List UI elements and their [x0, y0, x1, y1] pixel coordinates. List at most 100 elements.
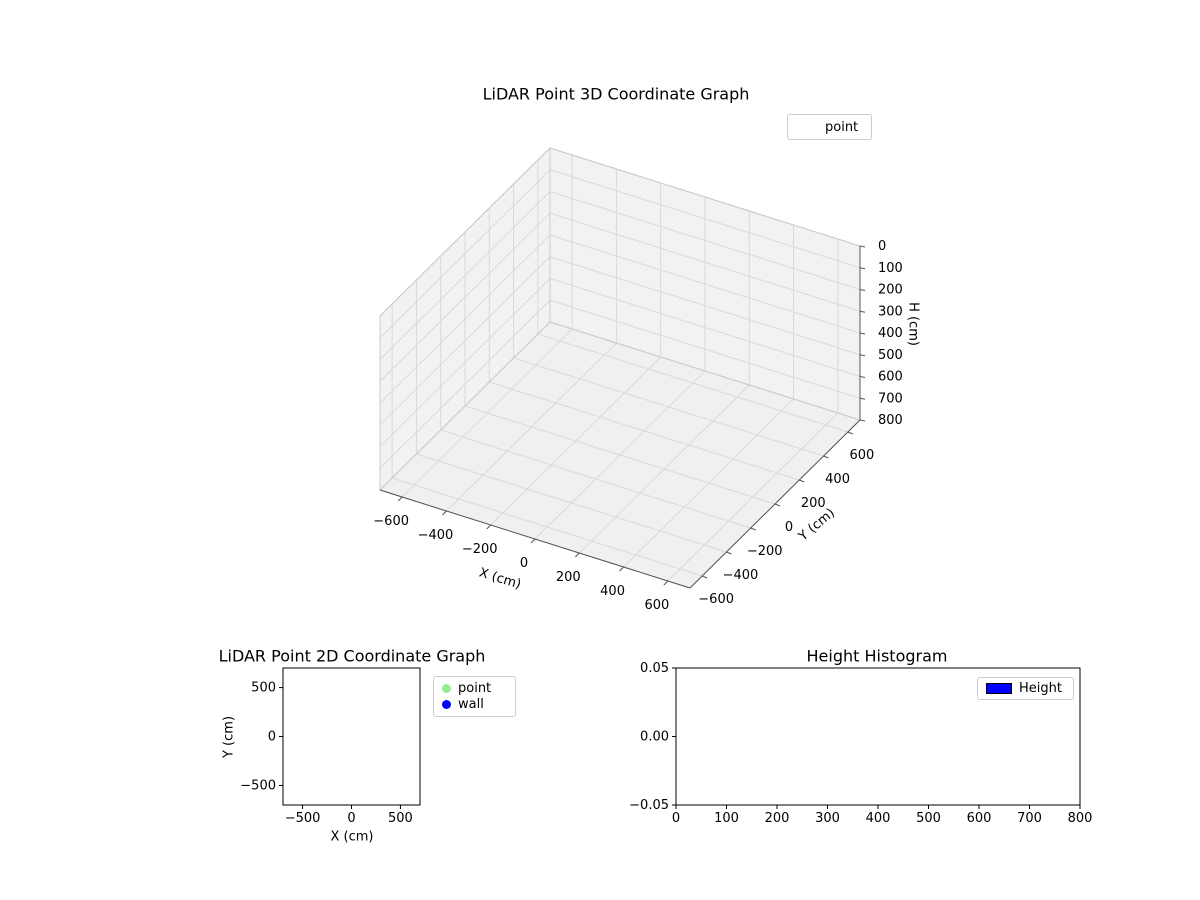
tick-y — [750, 527, 756, 531]
tick-label-z: 500 — [878, 348, 903, 363]
legend-entry-height: Height — [986, 681, 1065, 696]
tick-z — [859, 332, 866, 335]
tick-label-y: 500 — [251, 681, 276, 696]
legend-entry-point: point — [796, 118, 863, 136]
box-edge — [549, 147, 861, 247]
box-edge — [549, 321, 861, 421]
legend-label: wall — [458, 697, 484, 713]
tick-z — [859, 289, 866, 291]
tick-z — [859, 267, 866, 270]
plot3d-zlabel: H (cm) — [905, 302, 921, 346]
box-edge — [379, 321, 551, 491]
tick-z — [859, 310, 866, 313]
gridline-y — [391, 477, 703, 577]
tick-label-z: 700 — [878, 391, 903, 406]
tick-label-x: 0 — [347, 811, 355, 826]
tick-label-z: 300 — [878, 304, 903, 319]
tick-label-x: 400 — [600, 584, 625, 599]
gridline-z — [379, 191, 551, 360]
tick-x — [663, 580, 669, 586]
tick-label-x: 300 — [815, 811, 840, 826]
tick-label-y: 400 — [825, 472, 850, 487]
gridline-y — [440, 429, 751, 529]
tick-label-y: 200 — [801, 496, 826, 511]
height-patch-icon — [986, 683, 1012, 694]
tick-label-z: 800 — [878, 413, 903, 428]
histogram-legend: Height — [977, 677, 1074, 700]
legend-label: Height — [1019, 681, 1062, 696]
tick-label-x: 600 — [644, 598, 669, 613]
tick-x — [574, 552, 580, 558]
tick-label-x: 500 — [388, 811, 413, 826]
tick-label-x: −600 — [373, 514, 409, 529]
tick-label-z: 100 — [878, 261, 903, 276]
plot2d-ylabel: Y (cm) — [221, 715, 237, 759]
plot2d-axes: −500 0 500 −500 0 500 — [240, 667, 421, 826]
legend-entry-point: point — [442, 680, 507, 697]
gridline-z — [379, 212, 551, 382]
tick-label-x: 200 — [765, 811, 790, 826]
tick-label-y: 0.00 — [640, 730, 669, 745]
tick-label-y: −400 — [723, 568, 759, 583]
tick-y — [823, 455, 829, 459]
plot2d-title: LiDAR Point 2D Coordinate Graph — [218, 646, 486, 666]
tick-label-y: 600 — [849, 448, 874, 463]
tick-y — [701, 575, 708, 579]
legend-entry-wall: wall — [442, 697, 507, 714]
gridline-z — [549, 212, 861, 312]
gridline-y — [537, 333, 849, 433]
gridline-z — [379, 278, 551, 447]
gridline-z — [379, 256, 551, 426]
tick-label-x: 0 — [520, 556, 528, 571]
tick-label-x: 500 — [916, 811, 941, 826]
tick-z — [859, 245, 866, 248]
tick-label-x: 600 — [967, 811, 992, 826]
tick-y — [847, 431, 854, 435]
tick-label-y: 0 — [785, 520, 793, 535]
gridline-z — [549, 278, 861, 377]
tick-z — [859, 354, 866, 357]
tick-label-x: 800 — [1068, 811, 1093, 826]
plot2d-legend: point wall — [433, 676, 516, 717]
plot3d-title: LiDAR Point 3D Coordinate Graph — [482, 84, 750, 104]
tick-x — [486, 524, 492, 530]
tick-label-x: 200 — [556, 570, 581, 585]
tick-label-x: −400 — [418, 528, 454, 543]
axes-frame — [282, 667, 421, 806]
box-edge — [379, 147, 551, 317]
empty-marker — [796, 123, 818, 132]
plot3d-legend: point — [787, 114, 872, 140]
tick-label-y: 0 — [268, 730, 276, 745]
tick-y — [726, 551, 732, 555]
tick-label-x: 0 — [672, 811, 680, 826]
gridline-z — [549, 191, 861, 290]
tick-label-y: 0.05 — [640, 661, 669, 676]
point-marker-icon — [442, 683, 451, 693]
tick-label-z: 400 — [878, 326, 903, 341]
tick-label-y: −500 — [240, 778, 276, 793]
tick-x — [442, 510, 447, 516]
tick-label-z: 200 — [878, 283, 903, 298]
histogram-title: Height Histogram — [806, 646, 948, 666]
tick-x — [619, 566, 624, 572]
gridline-y — [513, 357, 824, 457]
tick-label-x: 700 — [1017, 811, 1042, 826]
tick-z — [859, 419, 866, 422]
tick-label-x: 100 — [714, 811, 739, 826]
plot2d-xlabel: X (cm) — [330, 829, 374, 845]
gridline-z — [549, 256, 861, 356]
legend-label: point — [825, 119, 859, 135]
tick-label-z: 600 — [878, 370, 903, 385]
gridline-y — [489, 381, 800, 481]
tick-label-z: 0 — [878, 239, 886, 254]
tick-label-y: −200 — [747, 544, 783, 559]
tick-label-y: −600 — [698, 592, 734, 607]
wall-marker-icon — [442, 700, 451, 710]
gridline-y — [416, 453, 727, 553]
gridline-z — [549, 299, 861, 399]
gridline-z — [549, 169, 861, 269]
gridline-y — [464, 405, 776, 505]
gridline-z — [379, 169, 551, 339]
